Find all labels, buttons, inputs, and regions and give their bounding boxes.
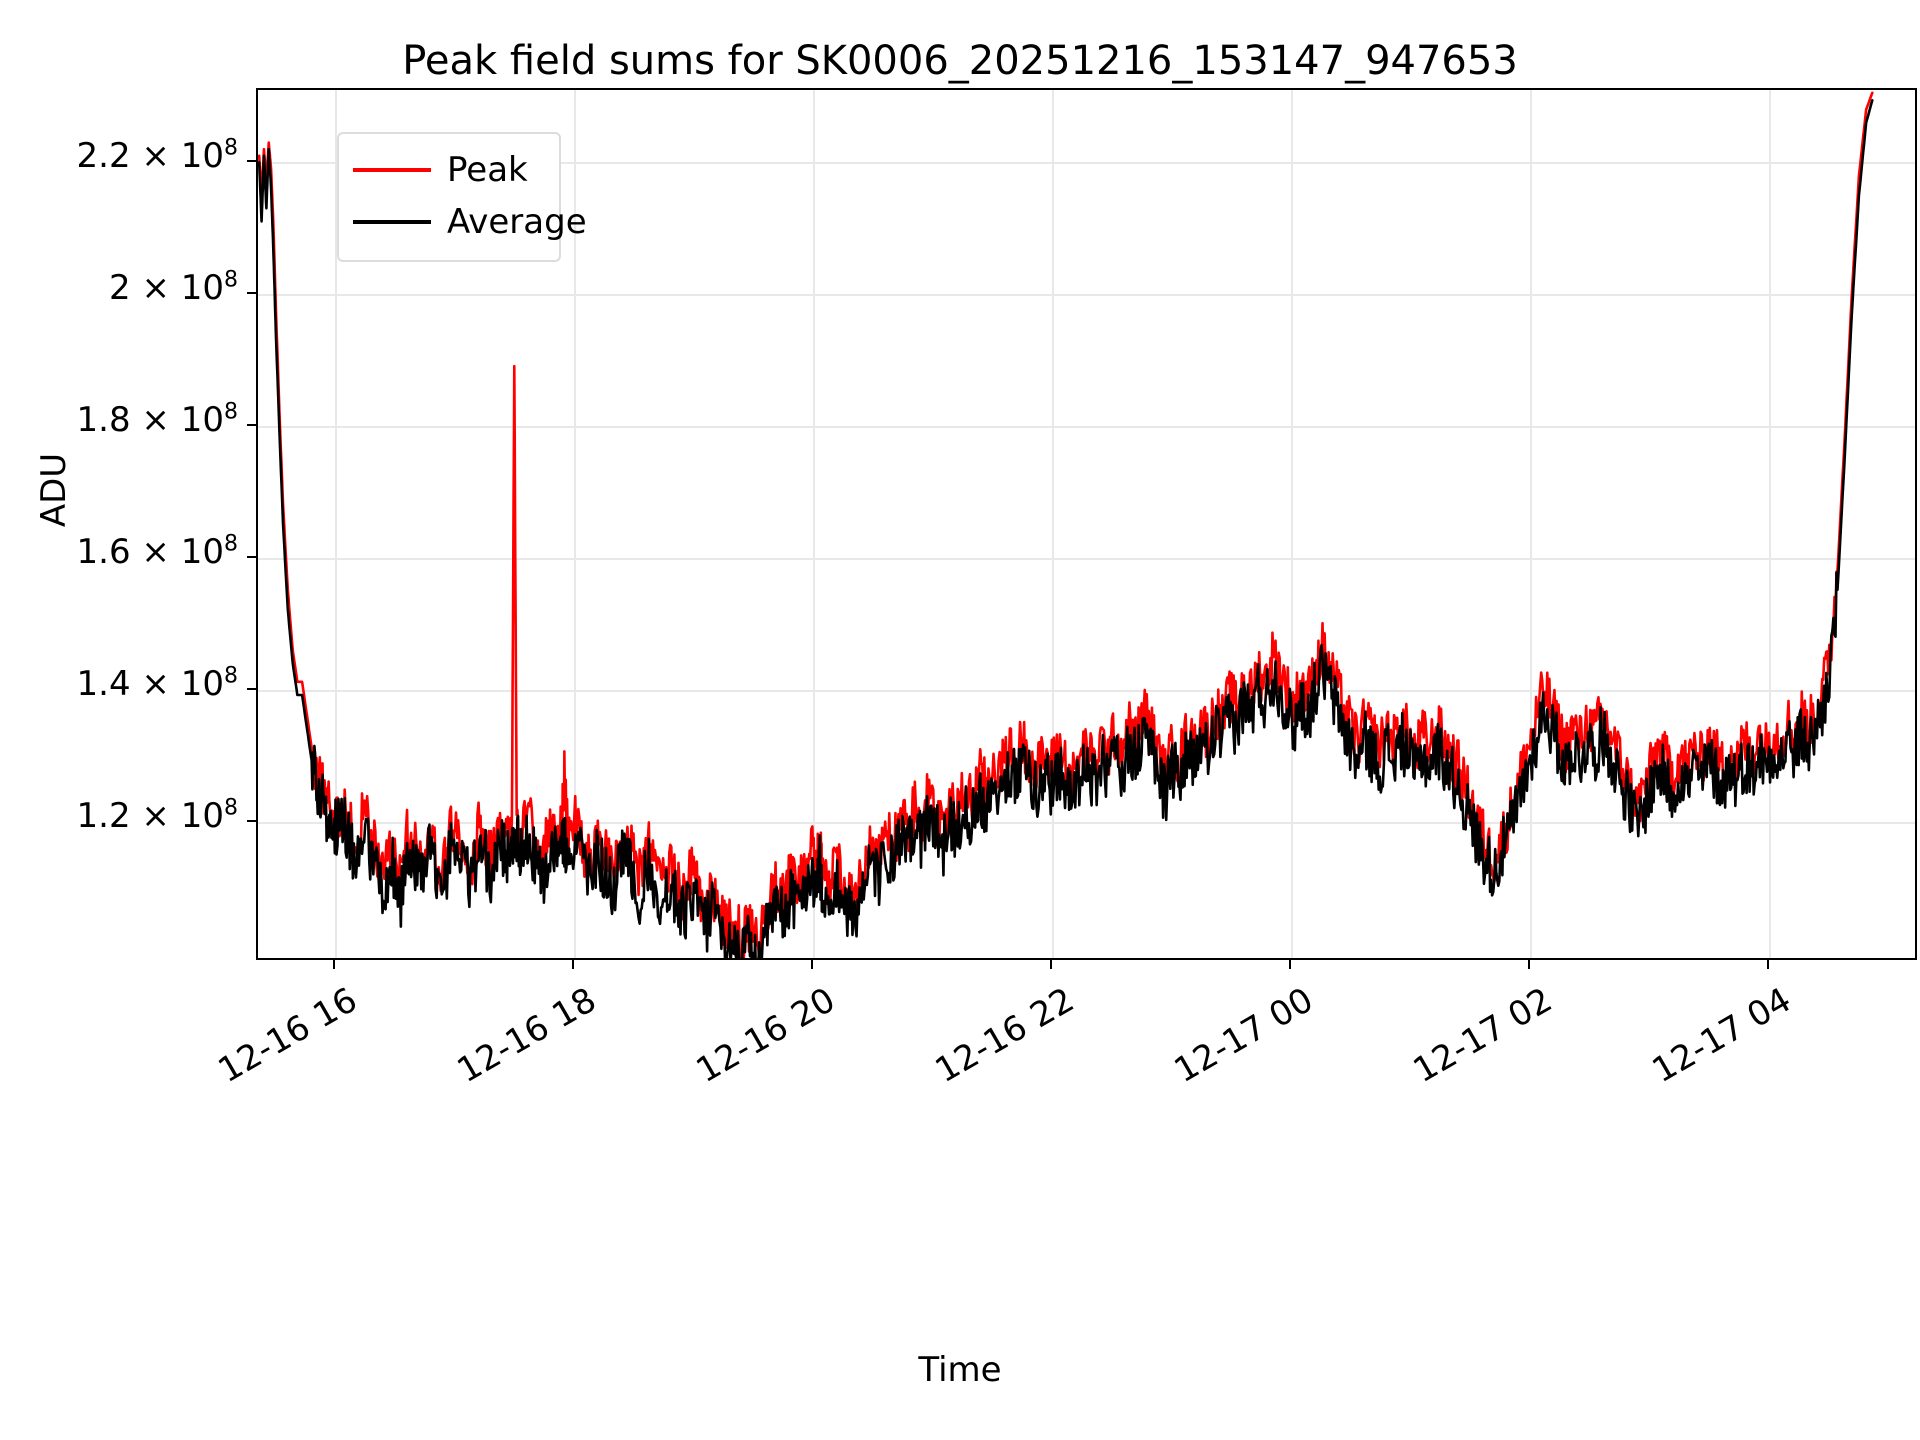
- gridline-horizontal: [258, 161, 1915, 164]
- legend-swatch-average: [353, 220, 431, 224]
- x-tick-mark: [332, 960, 335, 969]
- gridline-vertical: [573, 90, 576, 958]
- legend: Peak Average: [337, 132, 587, 262]
- legend-item-peak[interactable]: Peak: [353, 144, 545, 196]
- y-tick-mark: [247, 820, 256, 823]
- gridline-horizontal: [258, 293, 1915, 296]
- x-tick-label: 12-17 02: [1406, 980, 1559, 1092]
- gridline-vertical: [1051, 90, 1054, 958]
- y-tick-mark: [247, 556, 256, 559]
- x-tick-mark: [810, 960, 813, 969]
- x-tick-mark: [1288, 960, 1291, 969]
- gridline-vertical: [334, 90, 337, 958]
- y-tick-label: 2 × 108: [109, 267, 238, 308]
- x-tick-label: 12-16 20: [689, 980, 842, 1092]
- y-tick-mark: [247, 688, 256, 691]
- gridline-vertical: [1290, 90, 1293, 958]
- y-tick-label: 1.6 × 108: [76, 531, 238, 573]
- x-tick-label: 12-17 00: [1167, 980, 1320, 1092]
- gridline-horizontal: [258, 425, 1915, 428]
- y-tick-mark: [247, 291, 256, 294]
- y-tick-label: 2.2 × 108: [76, 135, 238, 176]
- series-layer: [258, 91, 1874, 958]
- series-line-average: [258, 99, 1874, 958]
- x-axis-label: Time: [918, 1350, 1002, 1390]
- gridline-horizontal: [258, 822, 1915, 825]
- y-tick-label: 1.2 × 108: [76, 795, 238, 837]
- x-tick-label: 12-16 18: [450, 980, 603, 1092]
- x-tick-mark: [1527, 960, 1530, 969]
- y-tick-label: 1.4 × 108: [76, 663, 238, 705]
- legend-label: Peak: [447, 150, 528, 190]
- x-tick-mark: [571, 960, 574, 969]
- gridline-horizontal: [258, 690, 1915, 693]
- x-tick-label: 12-17 04: [1645, 980, 1798, 1092]
- gridline-vertical: [1768, 90, 1771, 958]
- legend-label: Average: [447, 202, 587, 242]
- y-tick-mark: [247, 159, 256, 162]
- chart-title: Peak field sums for SK0006_20251216_1531…: [402, 38, 1518, 84]
- x-tick-mark: [1049, 960, 1052, 969]
- y-tick-mark: [247, 423, 256, 426]
- legend-swatch-peak: [353, 168, 431, 172]
- gridline-vertical: [1529, 90, 1532, 958]
- gridline-horizontal: [258, 558, 1915, 561]
- x-tick-label: 12-16 22: [928, 980, 1081, 1092]
- y-tick-label: 1.8 × 108: [76, 399, 238, 440]
- x-tick-mark: [1766, 960, 1769, 969]
- legend-item-average[interactable]: Average: [353, 196, 587, 248]
- y-axis-label: ADU: [34, 452, 74, 528]
- x-tick-label: 12-16 16: [211, 980, 364, 1092]
- gridline-vertical: [812, 90, 815, 958]
